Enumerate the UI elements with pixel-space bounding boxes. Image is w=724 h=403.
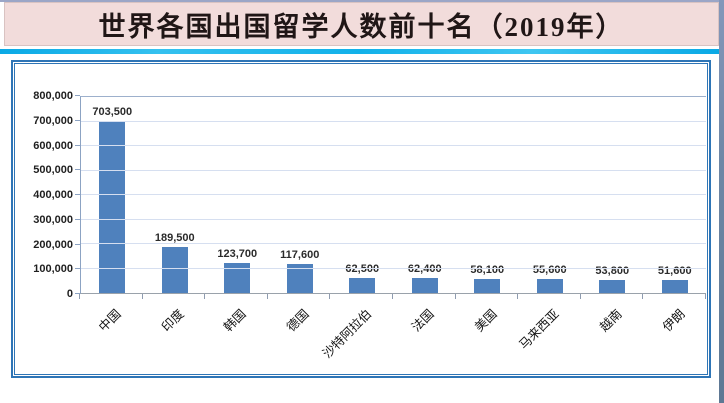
y-axis-tick-mark — [75, 218, 80, 220]
bar — [286, 264, 313, 293]
x-axis-tick-mark — [141, 294, 143, 299]
plot-area: 703,500 189,500 123,700 117,600 62,500 62,400… — [80, 96, 706, 294]
bar — [474, 278, 501, 293]
divider-band — [0, 49, 719, 54]
x-axis-tick-mark — [79, 294, 80, 299]
gridline — [81, 145, 706, 146]
bar-value-label: 703,500 — [92, 105, 133, 118]
bar-slot: 123,700 — [206, 97, 269, 293]
bar — [161, 246, 188, 293]
bar — [661, 280, 688, 293]
x-axis-tick-mark — [454, 294, 456, 299]
bar-value-label: 189,500 — [154, 231, 195, 244]
y-axis-tick-label: 400,000 — [33, 189, 73, 201]
x-axis-labels: 中国 印度 韩国 德国 沙特阿拉伯 法国 美国 马来西亚 越南 伊朗 — [80, 300, 706, 374]
category-label: 伊朗 — [659, 306, 688, 335]
slide-right-edge — [719, 0, 724, 403]
y-axis-tick-label: 500,000 — [33, 164, 73, 177]
category-label: 印度 — [159, 306, 187, 335]
category-label: 越南 — [597, 306, 625, 335]
gridline — [81, 120, 706, 122]
gridline — [81, 194, 706, 195]
gridline — [81, 169, 706, 171]
y-axis-tick-mark — [75, 144, 80, 146]
bar-slot: 703,500 — [81, 97, 144, 293]
bar-value-label: 123,700 — [217, 247, 258, 260]
category-label: 法国 — [409, 306, 438, 335]
bar — [411, 277, 438, 293]
slide-top-edge — [0, 0, 724, 2]
category-label: 沙特阿拉伯 — [320, 306, 375, 361]
y-axis-tick-mark — [75, 169, 80, 171]
gridline — [81, 218, 706, 220]
bar-slot: 58,100 — [456, 97, 519, 293]
bar — [99, 120, 126, 293]
bar — [349, 277, 376, 293]
bar-value-label: 117,600 — [280, 249, 320, 262]
y-axis: 800,000 700,000 600,000 500,000 400,000 300,0… — [15, 90, 80, 300]
y-axis-tick-mark — [75, 268, 80, 270]
x-axis-tick-mark — [517, 294, 519, 299]
x-axis-tick-mark — [204, 294, 206, 299]
x-axis-tick-mark — [266, 294, 268, 299]
y-axis-tick-mark — [75, 95, 80, 96]
chart-frame: 800,000 700,000 600,000 500,000 400,000 300,0… — [14, 63, 708, 375]
x-axis-tick-mark — [392, 294, 393, 299]
bar-slot: 117,600 — [269, 97, 332, 293]
category-label: 德国 — [284, 306, 312, 335]
category-label: 韩国 — [221, 306, 250, 335]
bar-slot: 189,500 — [144, 97, 207, 293]
y-axis-tick-label: 800,000 — [33, 90, 73, 102]
bar-value-label: 62,400 — [407, 262, 442, 275]
y-axis-tick-label: 0 — [66, 288, 73, 300]
bar-value-label: 58,100 — [470, 263, 505, 276]
bar-slot: 53,800 — [581, 97, 644, 293]
category-label: 中国 — [96, 306, 125, 335]
gridline — [81, 267, 706, 269]
category-label: 马来西亚 — [516, 306, 563, 353]
page-title: 世界各国出国留学人数前十名（2019年） — [98, 11, 625, 42]
bar-slot: 62,500 — [331, 97, 394, 293]
y-axis-tick-label: 200,000 — [33, 238, 73, 251]
y-axis-tick-label: 700,000 — [33, 114, 73, 127]
bar — [536, 279, 563, 293]
x-axis-tick-marks — [79, 294, 706, 299]
bar-value-label: 55,600 — [532, 264, 567, 277]
bar — [599, 279, 626, 293]
x-axis-tick-mark — [329, 294, 331, 299]
bar-series: 703,500 189,500 123,700 117,600 62,500 62,400… — [81, 97, 706, 293]
bar-value-label: 62,500 — [345, 262, 380, 275]
y-axis-tick-mark — [75, 194, 80, 195]
x-axis-tick-mark — [642, 294, 644, 299]
bar-slot: 62,400 — [394, 97, 457, 293]
category-label: 美国 — [472, 306, 500, 335]
y-axis-tick-label: 300,000 — [33, 213, 73, 226]
gridline — [81, 243, 706, 244]
y-axis-tick-mark — [75, 243, 80, 245]
x-axis-tick-mark — [579, 294, 581, 299]
title-bar: 世界各国出国留学人数前十名（2019年） — [4, 2, 719, 46]
bar-slot: 55,600 — [519, 97, 582, 293]
y-axis-tick-mark — [75, 293, 80, 294]
bar-slot: 51,600 — [644, 97, 707, 293]
y-axis-tick-mark — [75, 119, 80, 121]
y-axis-tick-label: 100,000 — [33, 263, 73, 276]
y-axis-tick-label: 600,000 — [33, 139, 73, 152]
x-axis-tick-mark — [705, 294, 706, 299]
